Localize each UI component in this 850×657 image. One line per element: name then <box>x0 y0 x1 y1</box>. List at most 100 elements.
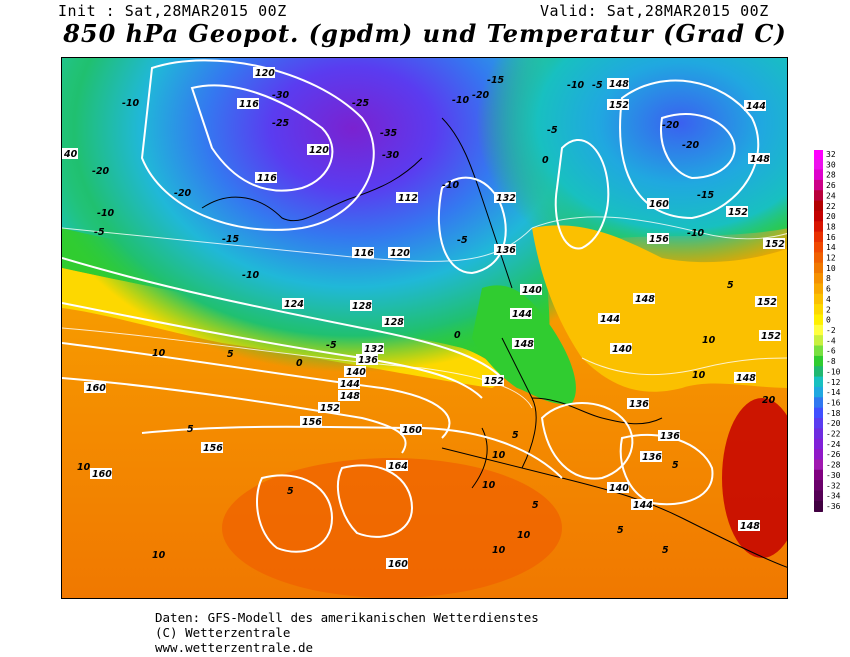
temperature-label: -5 <box>547 125 558 136</box>
geopotential-label: 160 <box>649 199 669 210</box>
colorbar-tick-label: -18 <box>826 409 841 418</box>
geopotential-label: 144 <box>600 314 620 325</box>
label-bg <box>520 284 542 295</box>
geopotential-label: 136 <box>358 355 378 366</box>
geopotential-label: 128 <box>384 317 404 328</box>
colorbar-tick-label: 4 <box>826 295 831 304</box>
geopotential-label: 136 <box>496 245 516 256</box>
geopotential-label: 148 <box>635 294 655 305</box>
geopotential-label: 120 <box>255 68 275 79</box>
temperature-label: 5 <box>532 500 539 511</box>
temperature-label: -25 <box>272 118 290 129</box>
label-bg <box>62 148 78 159</box>
geopotential-label: 140 <box>609 483 629 494</box>
geopotential-label: 148 <box>609 79 629 90</box>
label-bg <box>755 296 777 307</box>
label-bg <box>362 343 384 354</box>
temperature-label: -5 <box>457 235 468 246</box>
colorbar-tick-label: 0 <box>826 316 831 325</box>
label-bg <box>763 238 785 249</box>
temperature-label: 0 <box>542 155 549 166</box>
temperature-label: -15 <box>487 75 505 86</box>
colorbar-tick-label: -14 <box>826 388 841 397</box>
colorbar-tick-label: 16 <box>826 233 836 242</box>
label-bg <box>282 298 304 309</box>
temperature-label: 20 <box>762 395 776 406</box>
temperature-label: 5 <box>287 486 294 497</box>
geopotential-label: 152 <box>765 239 785 250</box>
colorbar-swatch <box>814 407 823 419</box>
colorbar-tick-label: -26 <box>826 450 841 459</box>
hot-core-sahara <box>222 458 562 598</box>
colorbar-tick-label: -24 <box>826 440 841 449</box>
geopotential-label: 120 <box>390 248 410 259</box>
geopotential-label: 140 <box>612 344 632 355</box>
isoline-labels: 120 116 120 116 112 116 120 124 128 128 … <box>62 67 785 570</box>
temperature-label: -35 <box>380 128 398 139</box>
label-bg <box>307 144 329 155</box>
colorbar-tick-label: 20 <box>826 212 836 221</box>
label-bg <box>658 430 680 441</box>
website-link[interactable]: www.wetterzentrale.de <box>155 640 314 655</box>
temperature-label: -5 <box>94 227 105 238</box>
colorbar-tick-label: 32 <box>826 150 836 159</box>
label-bg <box>759 330 781 341</box>
label-bg <box>610 343 632 354</box>
label-bg <box>396 192 418 203</box>
label-bg <box>318 402 340 413</box>
label-bg <box>647 198 669 209</box>
label-bg <box>647 233 669 244</box>
temperature-label: -10 <box>97 208 115 219</box>
geopotential-label: 40 <box>63 149 78 160</box>
colorbar-swatch <box>814 190 823 202</box>
geopotential-label: 160 <box>92 469 112 480</box>
hot-core-east <box>722 398 787 558</box>
colorbar-swatch <box>814 480 823 492</box>
geopotential-label: 128 <box>352 301 372 312</box>
colorbar-swatch <box>814 324 823 336</box>
label-bg <box>607 99 629 110</box>
geopotential-label: 160 <box>388 559 408 570</box>
data-source: Daten: GFS-Modell des amerikanischen Wet… <box>155 610 539 625</box>
colorbar-tick-label: -32 <box>826 481 841 490</box>
colorbar-swatch <box>814 210 823 222</box>
colorbar-swatch <box>814 159 823 171</box>
temperature-label: -20 <box>92 166 110 177</box>
map-title: 850 hPa Geopot. (gpdm) und Temperatur (G… <box>63 19 787 48</box>
label-bg <box>627 398 649 409</box>
geopotential-label: 148 <box>340 391 360 402</box>
copyright: (C) Wetterzentrale <box>155 625 291 640</box>
label-bg <box>386 558 408 569</box>
temperature-label: 5 <box>662 545 669 556</box>
colorbar-bottom-arrow <box>814 511 823 517</box>
label-bg <box>640 451 662 462</box>
label-bg <box>300 416 322 427</box>
temperature-label: 0 <box>296 358 303 369</box>
geopotential-label: 152 <box>609 100 629 111</box>
colorbar-tick-label: -34 <box>826 492 841 501</box>
temperature-label: -5 <box>326 340 337 351</box>
geopotential-label: 144 <box>746 101 766 112</box>
temperature-label: 5 <box>227 349 234 360</box>
geopotential-label: 124 <box>284 299 304 310</box>
colorbar-tick-label: 24 <box>826 191 836 200</box>
colorbar-tick-label: -10 <box>826 367 841 376</box>
label-bg <box>631 499 653 510</box>
temperature-label: -15 <box>697 190 715 201</box>
temperature-colorbar: 32 30 28 26 24 22 20 18 16 14 12 10 8 6 4 2 0 -2 -4 -6 -8 -10… <box>812 143 850 517</box>
geopotential-label: 116 <box>239 99 259 110</box>
geopotential-label: 156 <box>302 417 322 428</box>
geopotential-label: 136 <box>629 399 649 410</box>
geopotential-label: 148 <box>750 154 770 165</box>
colorbar-tick-label: 28 <box>826 171 836 180</box>
temperature-label: -10 <box>687 228 705 239</box>
geopotential-label: 136 <box>642 452 662 463</box>
temperature-label: 5 <box>727 280 734 291</box>
colorbar-swatch <box>814 262 823 274</box>
temperature-label: -20 <box>662 120 680 131</box>
label-bg <box>356 354 378 365</box>
geopotential-label: 152 <box>728 207 748 218</box>
colorbar-swatch <box>814 200 823 212</box>
geopotential-label: 116 <box>257 173 277 184</box>
label-bg <box>482 375 504 386</box>
